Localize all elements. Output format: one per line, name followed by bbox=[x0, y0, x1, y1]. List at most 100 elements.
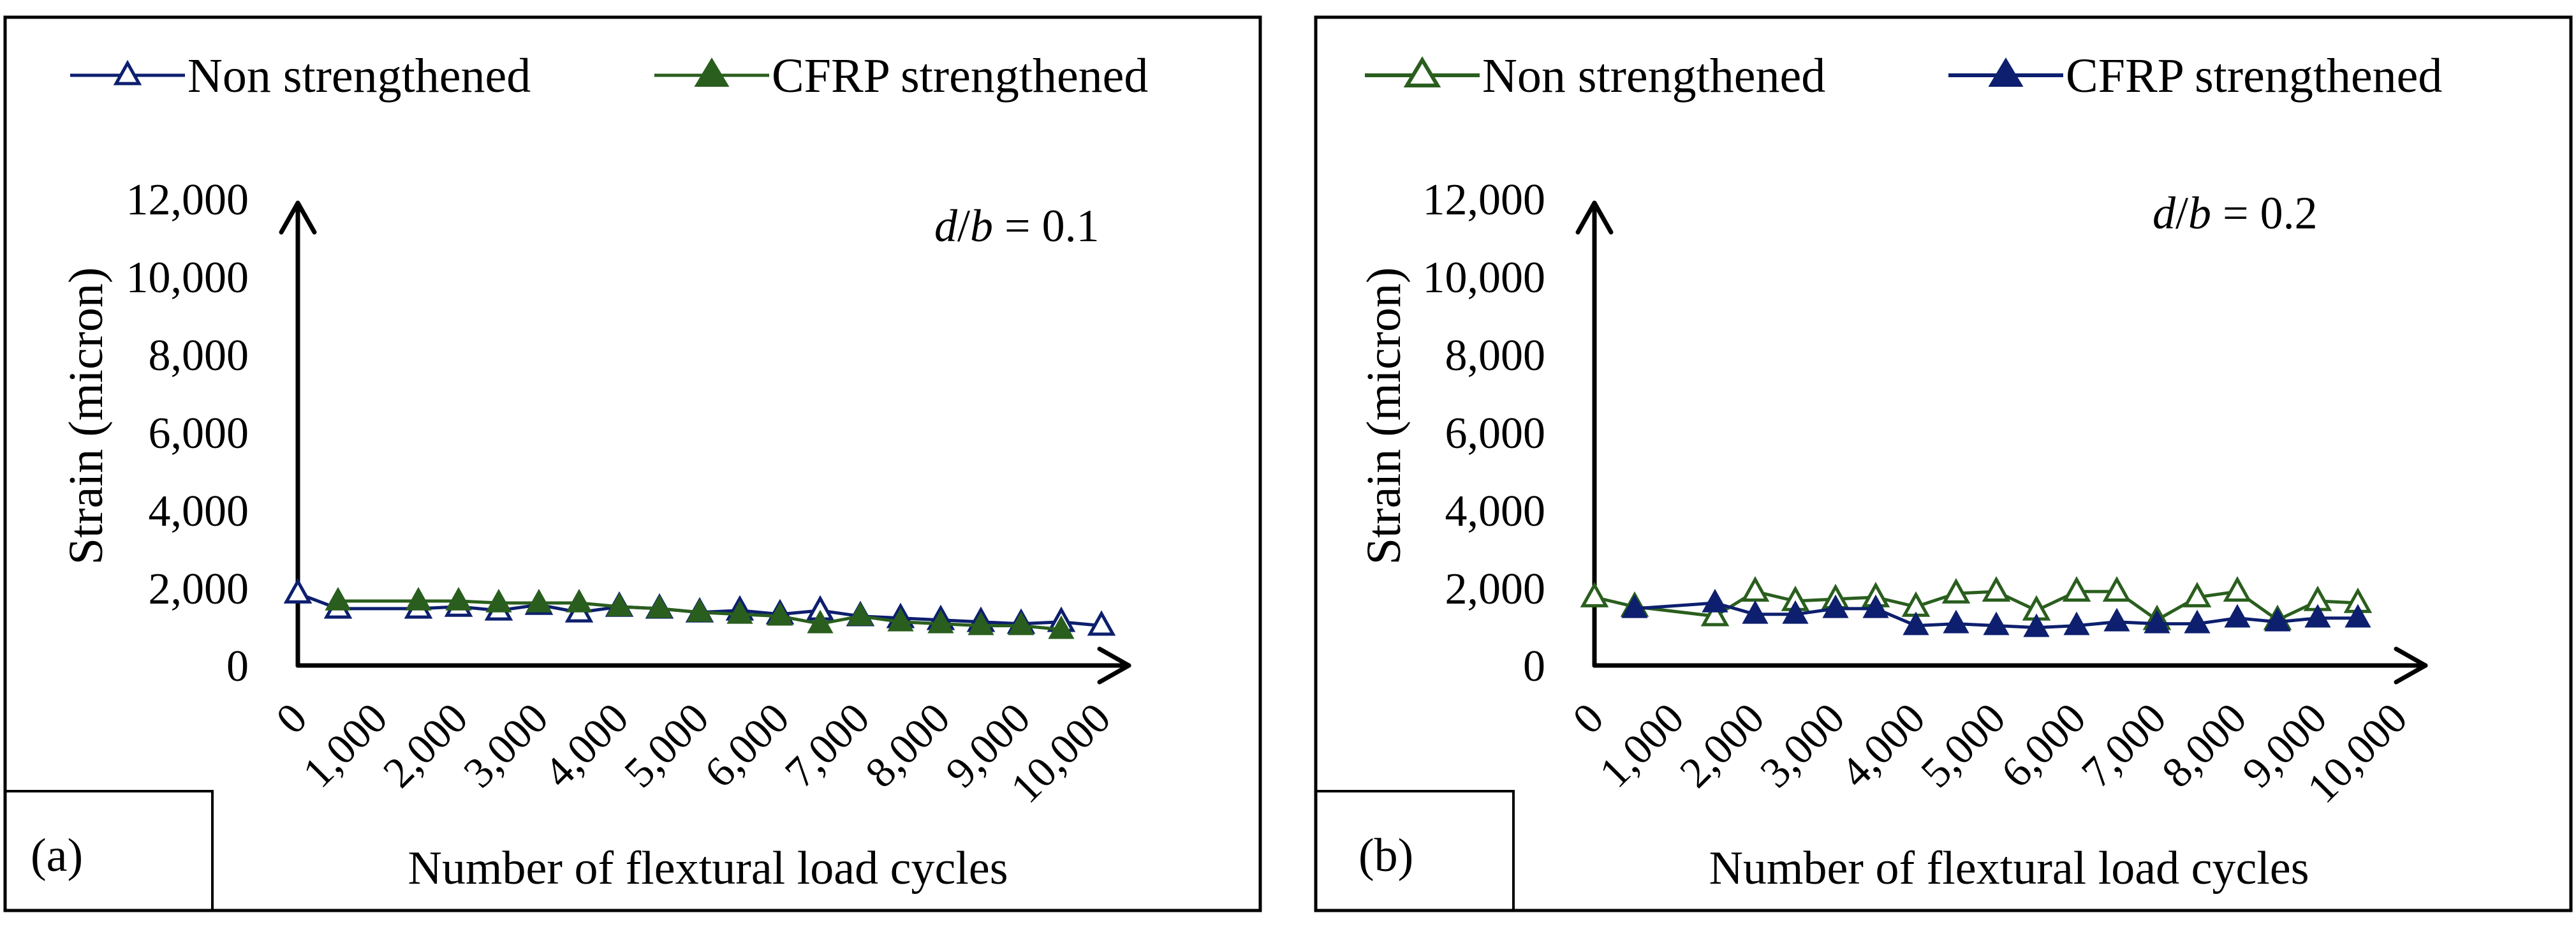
legend-a-swatch-1-marker bbox=[113, 59, 142, 85]
annotation-b: d/b = 0.2 bbox=[2153, 188, 2318, 239]
data-point-a-1-6 bbox=[606, 592, 633, 616]
data-point-b-0-3 bbox=[1741, 576, 1770, 602]
data-point-a-1-5 bbox=[566, 588, 592, 613]
xtick-a-7: 7,000 bbox=[776, 694, 879, 797]
data-point-b-1-16 bbox=[2304, 604, 2331, 628]
panel-a-legend: Non strengthened CFRP strengthened bbox=[70, 49, 1148, 103]
panel-b: Non strengthened CFRP strengthened 0 2,0… bbox=[1314, 15, 2573, 912]
data-point-b-1-4 bbox=[1822, 594, 1849, 618]
data-point-b-0-14 bbox=[2182, 581, 2212, 607]
xtick-a-4: 4,000 bbox=[534, 694, 638, 797]
plot-a-series-1 bbox=[325, 586, 1075, 639]
annotation-a: d/b = 0.1 bbox=[934, 200, 1100, 251]
xtick-a-6: 6,000 bbox=[695, 694, 799, 797]
legend-b-label-2: CFRP strengthened bbox=[2066, 49, 2442, 103]
xtick-b-4: 4,000 bbox=[1831, 694, 1934, 797]
data-point-a-1-13 bbox=[887, 607, 914, 632]
data-point-a-1-17 bbox=[1048, 615, 1075, 639]
xtick-a-0: 0 bbox=[267, 694, 316, 743]
xtick-b-5: 5,000 bbox=[1911, 694, 2015, 797]
data-point-b-0-0 bbox=[1580, 581, 1609, 607]
legend-b-swatch-2-marker bbox=[1988, 57, 2024, 87]
data-point-b-1-7 bbox=[1943, 609, 1969, 634]
ytick-a-2: 4,000 bbox=[149, 487, 249, 536]
data-point-a-1-12 bbox=[847, 602, 874, 626]
legend-b-swatch-1-marker bbox=[1403, 56, 1441, 87]
panel-a-label-box bbox=[4, 790, 214, 912]
data-point-b-0-12 bbox=[2102, 576, 2131, 602]
data-point-b-0-2 bbox=[1700, 600, 1730, 627]
data-point-a-1-9 bbox=[726, 600, 753, 624]
ytick-b-1: 2,000 bbox=[1445, 565, 1546, 614]
data-point-a-1-14 bbox=[927, 609, 954, 634]
xlabel-b: Number of flextural load cycles bbox=[1709, 842, 2309, 895]
legend-a-swatch-2-marker bbox=[694, 57, 730, 87]
data-point-a-0-19 bbox=[1087, 610, 1116, 636]
legend-b-label-1: Non strengthened bbox=[1482, 49, 1825, 103]
panel-a-label: (a) bbox=[31, 829, 83, 882]
data-point-b-0-9 bbox=[1982, 576, 2011, 602]
data-point-b-1-17 bbox=[2344, 604, 2371, 628]
data-point-b-1-2 bbox=[1742, 600, 1769, 624]
xtick-b-3: 3,000 bbox=[1751, 694, 1854, 797]
ytick-a-0: 0 bbox=[226, 642, 249, 691]
panel-a: Non strengthened CFRP strengthened 0 2,0… bbox=[3, 15, 1262, 912]
legend-a-label-2: CFRP strengthened bbox=[772, 49, 1148, 103]
panel-b-label: (b) bbox=[1358, 829, 1413, 882]
data-point-b-0-11 bbox=[2062, 576, 2091, 602]
ytick-b-6: 12,000 bbox=[1423, 175, 1546, 225]
data-point-a-1-7 bbox=[646, 594, 673, 618]
data-point-a-0-0 bbox=[283, 577, 313, 604]
panel-b-label-box bbox=[1314, 790, 1515, 912]
ytick-b-5: 10,000 bbox=[1423, 253, 1546, 302]
data-point-b-1-15 bbox=[2264, 607, 2291, 632]
data-point-b-1-1 bbox=[1702, 588, 1728, 613]
panel-a-frame bbox=[3, 15, 1262, 912]
data-point-a-1-11 bbox=[807, 609, 834, 634]
xtick-b-1: 1,000 bbox=[1590, 694, 1693, 797]
plot-b-series-1 bbox=[1621, 588, 2371, 637]
data-point-b-1-3 bbox=[1782, 600, 1809, 624]
data-point-b-0-8 bbox=[1941, 577, 1971, 604]
data-point-a-1-16 bbox=[1008, 611, 1034, 635]
data-point-b-1-11 bbox=[2103, 607, 2130, 632]
data-point-b-1-8 bbox=[1983, 611, 2010, 635]
data-point-a-1-10 bbox=[767, 602, 793, 626]
ytick-b-3: 6,000 bbox=[1445, 409, 1546, 458]
ytick-b-4: 8,000 bbox=[1445, 331, 1546, 380]
ytick-b-0: 0 bbox=[1523, 642, 1545, 691]
data-point-a-1-8 bbox=[686, 598, 713, 622]
xtick-a-3: 3,000 bbox=[454, 694, 557, 797]
ytick-a-6: 12,000 bbox=[126, 175, 249, 225]
xlabel-a: Number of flextural load cycles bbox=[408, 842, 1008, 895]
xtick-b-8: 8,000 bbox=[2153, 694, 2256, 797]
xtick-b-7: 7,000 bbox=[2072, 694, 2175, 797]
data-point-a-1-4 bbox=[526, 588, 552, 613]
data-point-a-1-15 bbox=[968, 611, 994, 635]
data-point-b-1-5 bbox=[1862, 594, 1889, 618]
data-point-a-1-0 bbox=[325, 586, 351, 611]
ylabel-b: Strain (micron) bbox=[1357, 267, 1411, 565]
xticks-b: 01,0002,0003,0004,0005,0006,0007,0008,00… bbox=[1563, 694, 2417, 812]
xtick-a-1: 1,000 bbox=[293, 694, 397, 797]
data-point-b-1-13 bbox=[2184, 609, 2211, 634]
data-point-b-1-0 bbox=[1621, 594, 1648, 618]
data-point-b-1-9 bbox=[2023, 613, 2050, 637]
ytick-a-4: 8,000 bbox=[149, 331, 249, 380]
data-point-b-1-6 bbox=[1903, 611, 1929, 635]
data-point-a-1-1 bbox=[405, 586, 432, 611]
xtick-b-2: 2,000 bbox=[1670, 694, 1774, 797]
data-point-b-1-14 bbox=[2224, 604, 2251, 628]
xticks-a: 01,0002,0003,0004,0005,0006,0007,0008,00… bbox=[267, 694, 1120, 812]
data-point-b-1-10 bbox=[2063, 611, 2090, 635]
xtick-a-8: 8,000 bbox=[856, 694, 959, 797]
data-point-b-1-12 bbox=[2144, 609, 2170, 634]
data-point-a-1-3 bbox=[485, 588, 512, 613]
data-point-b-0-15 bbox=[2223, 576, 2252, 602]
data-point-a-1-2 bbox=[445, 586, 472, 611]
xtick-a-2: 2,000 bbox=[374, 694, 477, 797]
panel-b-legend: Non strengthened CFRP strengthened bbox=[1365, 49, 2442, 103]
legend-a-label-1: Non strengthened bbox=[188, 49, 531, 103]
xtick-a-5: 5,000 bbox=[615, 694, 718, 797]
